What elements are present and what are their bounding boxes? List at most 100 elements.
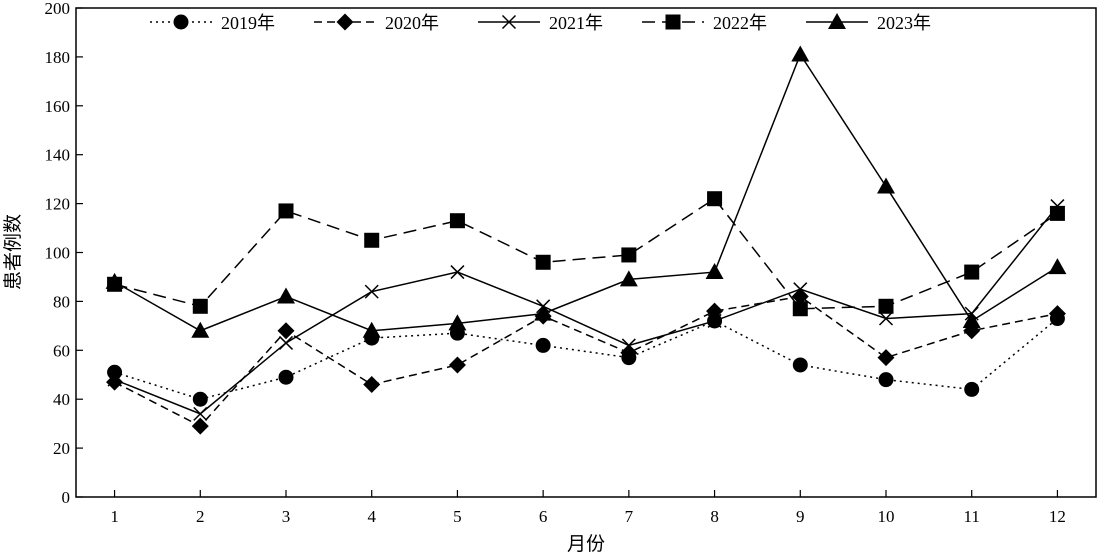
diamond-marker [277, 322, 295, 340]
x-tick-label: 7 [625, 507, 634, 526]
x-marker-stroke [501, 14, 517, 30]
series-4 [105, 45, 1067, 338]
diamond-marker [620, 344, 638, 362]
y-tick-label: 120 [45, 195, 71, 214]
y-tick-label: 0 [62, 488, 71, 507]
legend-label: 2023年 [877, 13, 931, 33]
x-marker [793, 282, 808, 297]
x-marker [707, 313, 722, 328]
triangle-marker [191, 321, 210, 338]
triangle-marker [1048, 258, 1067, 275]
diamond-marker [706, 302, 724, 320]
diamond-marker [448, 356, 466, 374]
x-tick-label: 5 [453, 507, 462, 526]
legend-label: 2019年 [221, 13, 275, 33]
legend-label: 2021年 [549, 13, 603, 33]
legend-item: 2020年 [314, 13, 439, 33]
triangle-marker [277, 287, 295, 304]
y-tick-label: 200 [45, 0, 71, 18]
x-marker-stroke [450, 265, 465, 280]
diamond-marker [191, 417, 209, 435]
series-line [114, 52, 1058, 332]
square-marker [707, 191, 723, 207]
circle-marker [535, 337, 551, 353]
legend-item: 2021年 [478, 13, 603, 33]
triangle-marker [877, 177, 895, 194]
y-tick-label: 80 [53, 292, 70, 311]
x-tick-label: 1 [110, 507, 119, 526]
series-line [114, 317, 1058, 400]
x-marker-stroke [364, 284, 379, 299]
diamond-marker [791, 288, 809, 306]
square-marker [1049, 205, 1065, 221]
x-marker [107, 372, 122, 387]
circle-marker [278, 369, 294, 385]
diamond-marker [106, 373, 124, 391]
triangle-marker [362, 321, 381, 338]
square-marker [278, 203, 294, 219]
square-marker [964, 264, 980, 280]
x-tick-label: 4 [367, 507, 376, 526]
square-marker [665, 14, 681, 30]
y-tick-label: 100 [45, 244, 71, 263]
y-tick-label: 40 [53, 390, 70, 409]
circle-marker [792, 357, 808, 373]
legend-item: 2023年 [806, 13, 931, 33]
circle-marker [192, 391, 208, 407]
x-tick-label: 8 [710, 507, 719, 526]
x-marker-stroke [707, 313, 722, 328]
series-line [114, 197, 1058, 310]
y-tick-label: 180 [45, 48, 71, 67]
series-0 [107, 311, 1065, 407]
y-axis: 0 20 40 60 80 100 120 140 160 180 200 [45, 0, 83, 507]
series-line [114, 205, 1059, 415]
x-marker [364, 284, 379, 299]
diamond-marker [877, 349, 895, 367]
x-tick-label: 12 [1049, 507, 1066, 526]
x-marker-stroke [878, 311, 894, 326]
legend-label: 2020年 [385, 13, 439, 33]
x-axis-label: 月份 [567, 533, 605, 555]
x-marker-stroke [793, 282, 808, 297]
x-marker-stroke [621, 338, 636, 353]
y-axis-label: 患者例数 [2, 214, 24, 290]
square-marker [449, 213, 465, 229]
series-3 [107, 191, 1065, 317]
x-marker [501, 14, 517, 30]
x-tick-label: 9 [796, 507, 805, 526]
square-marker [364, 232, 380, 248]
legend-label: 2022年 [713, 13, 767, 33]
square-marker [192, 298, 208, 314]
x-tick-label: 3 [282, 507, 291, 526]
diamond-marker [363, 376, 381, 394]
series-layer [105, 45, 1067, 435]
x-marker-stroke [107, 372, 122, 387]
legend-item: 2022年 [642, 13, 767, 33]
x-tick-label: 6 [539, 507, 548, 526]
x-tick-label: 2 [196, 507, 205, 526]
series-line [114, 295, 1058, 428]
x-marker [278, 335, 294, 350]
x-axis: 1 2 3 4 5 6 7 8 9 10 11 12 [110, 490, 1066, 526]
legend: 2019年 2020年 2021年 2022年 2023年 [150, 13, 931, 33]
triangle-marker [828, 13, 846, 29]
x-marker [193, 406, 208, 421]
square-marker [535, 254, 551, 270]
triangle-marker [534, 304, 553, 321]
diamond-marker [1048, 305, 1066, 323]
x-marker-stroke [193, 406, 208, 421]
x-tick-label: 10 [878, 507, 895, 526]
x-marker-stroke [278, 335, 294, 350]
series-1 [106, 288, 1066, 435]
x-marker [621, 338, 636, 353]
circle-marker [878, 372, 894, 388]
triangle-marker [705, 263, 724, 280]
diamond-marker [336, 13, 354, 31]
triangle-marker [105, 272, 124, 289]
circle-marker [964, 381, 980, 397]
legend-item: 2019年 [150, 13, 275, 33]
triangle-marker [619, 270, 638, 287]
triangle-marker [962, 311, 981, 328]
square-marker [878, 298, 894, 314]
